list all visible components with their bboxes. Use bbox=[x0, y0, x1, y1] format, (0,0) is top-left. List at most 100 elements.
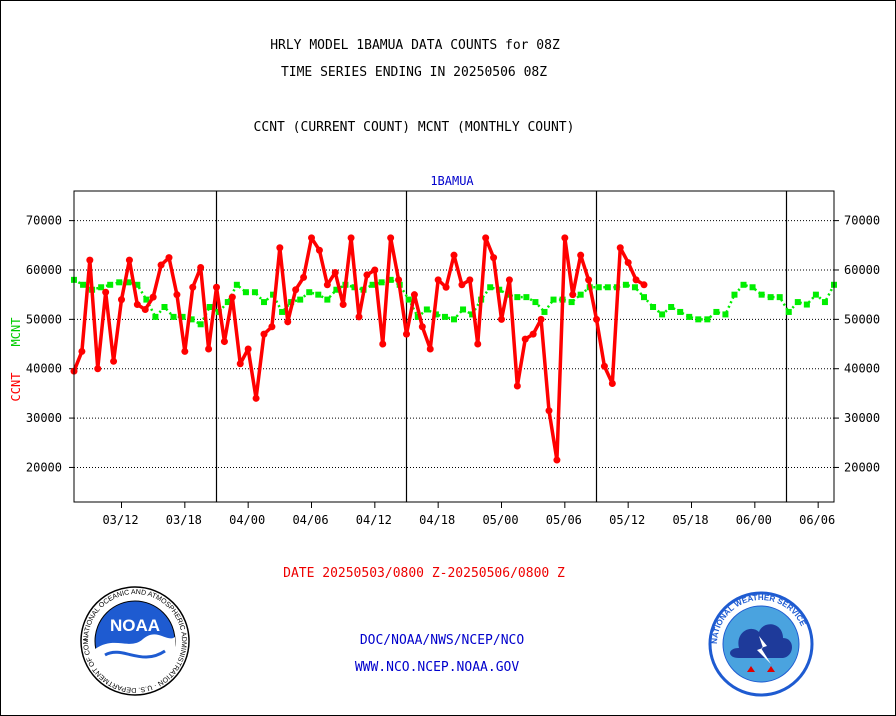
ccnt-point bbox=[395, 276, 403, 284]
mcnt-point bbox=[505, 291, 512, 298]
mcnt-point bbox=[306, 289, 313, 296]
mcnt-point bbox=[441, 313, 448, 320]
mcnt-point bbox=[722, 311, 729, 318]
mcnt-point bbox=[270, 291, 277, 298]
mcnt-point bbox=[405, 296, 412, 303]
ccnt-point bbox=[434, 276, 442, 284]
ccnt-point bbox=[632, 276, 640, 284]
ccnt-point bbox=[133, 301, 141, 309]
mcnt-point bbox=[794, 299, 801, 306]
mcnt-point bbox=[179, 313, 186, 320]
ccnt-point bbox=[482, 234, 490, 242]
mcnt-point bbox=[233, 281, 240, 288]
y-tick-label-right: 50000 bbox=[844, 312, 880, 326]
x-tick-label: 05/18 bbox=[672, 513, 708, 527]
x-tick-label: 05/06 bbox=[546, 513, 582, 527]
nws-logo: NATIONAL WEATHER SERVICE bbox=[708, 591, 814, 697]
mcnt-point bbox=[704, 316, 711, 323]
noaa-logo-text: NOAA bbox=[110, 616, 160, 635]
ccnt-point bbox=[94, 365, 102, 373]
ccnt-point bbox=[228, 293, 236, 301]
ccnt-point bbox=[284, 318, 292, 326]
mcnt-point bbox=[387, 276, 394, 283]
chart-subtitle: CCNT (CURRENT COUNT) MCNT (MONTHLY COUNT… bbox=[253, 120, 575, 135]
ccnt-point bbox=[268, 323, 276, 331]
ccnt-point bbox=[339, 301, 347, 309]
mcnt-point bbox=[767, 294, 774, 301]
mcnt-point bbox=[532, 299, 539, 306]
ccnt-point bbox=[379, 340, 387, 348]
ccnt-point bbox=[149, 293, 157, 301]
ccnt-point bbox=[102, 288, 110, 296]
mcnt-point bbox=[577, 291, 584, 298]
panel-title: 1BAMUA bbox=[430, 174, 474, 188]
ccnt-point bbox=[315, 246, 323, 254]
x-tick-label: 03/12 bbox=[102, 513, 138, 527]
mcnt-point bbox=[550, 296, 557, 303]
date-range-label: DATE 20250503/0800 Z-20250506/0800 Z bbox=[283, 566, 565, 581]
ccnt-point bbox=[157, 261, 165, 269]
ccnt-point bbox=[600, 362, 608, 370]
mcnt-point bbox=[514, 294, 521, 301]
mcnt-point bbox=[297, 296, 304, 303]
ccnt-point bbox=[537, 315, 545, 323]
mcnt-point bbox=[333, 286, 340, 293]
y-tick-label-left: 20000 bbox=[26, 460, 62, 474]
ccnt-point bbox=[205, 345, 213, 353]
y-tick-label-left: 60000 bbox=[26, 263, 62, 277]
mcnt-point bbox=[523, 294, 530, 301]
org-line-1: DOC/NOAA/NWS/NCEP/NCO bbox=[359, 633, 525, 648]
ccnt-point bbox=[220, 338, 228, 346]
ccnt-point bbox=[569, 291, 577, 299]
mcnt-point bbox=[740, 281, 747, 288]
ccnt-point bbox=[300, 273, 308, 281]
y-tick-label-right: 40000 bbox=[844, 362, 880, 376]
y-tick-label-left: 40000 bbox=[26, 362, 62, 376]
ccnt-point bbox=[181, 347, 189, 355]
mcnt-point bbox=[604, 284, 611, 291]
mcnt-point bbox=[251, 289, 258, 296]
mcnt-point bbox=[188, 316, 195, 323]
axis-layer: 20000 20000 30000 30000 40000 40000 50000 50000… bbox=[26, 214, 880, 527]
mcnt-point bbox=[170, 313, 177, 320]
mcnt-point bbox=[98, 284, 105, 291]
mcnt-point bbox=[197, 321, 204, 328]
ccnt-point bbox=[371, 266, 379, 274]
ccnt-point bbox=[513, 382, 521, 390]
ccnt-point bbox=[347, 234, 355, 242]
y-tick-label-right: 20000 bbox=[844, 460, 880, 474]
mcnt-point bbox=[487, 284, 494, 291]
chart-title-line1: HRLY MODEL 1BAMUA DATA COUNTS for 08Z bbox=[270, 38, 560, 53]
mcnt-point bbox=[803, 301, 810, 308]
ccnt-point bbox=[545, 407, 553, 415]
y-tick-label-right: 70000 bbox=[844, 214, 880, 228]
ccnt-point bbox=[521, 335, 529, 343]
x-tick-label: 04/06 bbox=[292, 513, 328, 527]
ccnt-point bbox=[624, 259, 632, 267]
mcnt-point bbox=[677, 308, 684, 315]
ccnt-point bbox=[308, 234, 315, 242]
ccnt-point bbox=[616, 244, 624, 252]
mcnt-point bbox=[261, 299, 267, 306]
mcnt-point bbox=[152, 313, 159, 320]
grid-layer bbox=[74, 191, 834, 502]
ccnt-point bbox=[426, 345, 434, 353]
mcnt-point bbox=[731, 291, 738, 298]
mcnt-point bbox=[125, 279, 132, 286]
ccnt-point bbox=[244, 345, 252, 353]
ccnt-point bbox=[363, 271, 371, 279]
mcnt-point bbox=[116, 279, 123, 286]
ccnt-point bbox=[292, 286, 300, 294]
y-tick-label-right: 60000 bbox=[844, 263, 880, 277]
series-layer bbox=[70, 234, 837, 464]
ccnt-point bbox=[553, 456, 561, 464]
mcnt-point bbox=[460, 306, 467, 313]
y-axis-label-mcnt: MCNT bbox=[9, 318, 23, 347]
ccnt-point bbox=[593, 315, 600, 323]
mcnt-point bbox=[595, 284, 602, 291]
plot-frame bbox=[73, 190, 835, 503]
mcnt-point bbox=[80, 281, 87, 288]
ccnt-point bbox=[276, 244, 284, 252]
mcnt-point bbox=[423, 306, 430, 313]
